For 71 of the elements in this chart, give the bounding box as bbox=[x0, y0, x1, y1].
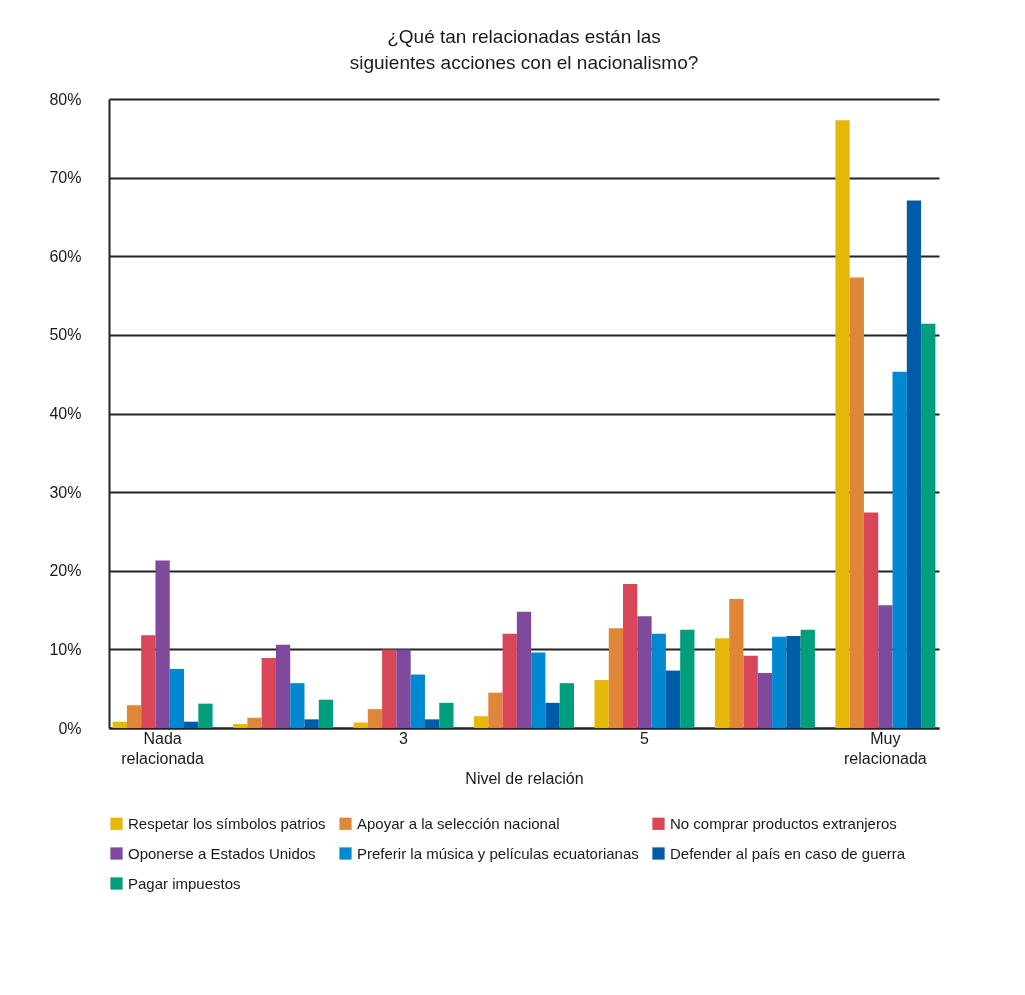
y-tick-label: 30% bbox=[49, 483, 82, 501]
bar bbox=[835, 120, 850, 728]
bar bbox=[757, 672, 773, 728]
legend-label: Defender al país en caso de guerra bbox=[670, 844, 906, 862]
bar bbox=[410, 674, 425, 728]
bar bbox=[516, 611, 532, 728]
bar bbox=[608, 628, 624, 728]
bar bbox=[729, 599, 744, 728]
x-tick-label: 5 bbox=[640, 729, 650, 747]
bar bbox=[878, 605, 893, 728]
bar bbox=[772, 636, 787, 728]
y-tick-label: 80% bbox=[49, 90, 82, 108]
bar bbox=[637, 616, 652, 728]
bar bbox=[743, 655, 758, 728]
bar bbox=[714, 638, 730, 728]
bar bbox=[304, 719, 319, 728]
bar bbox=[623, 584, 638, 728]
bar bbox=[396, 649, 411, 728]
bar bbox=[531, 652, 546, 728]
bar bbox=[126, 705, 142, 728]
y-tick-label: 60% bbox=[49, 247, 82, 265]
legend-label: Pagar impuestos bbox=[128, 874, 241, 892]
x-tick-label: Nada relacionada bbox=[121, 729, 205, 767]
y-tick-label: 10% bbox=[49, 640, 82, 658]
legend-label: Oponerse a Estados Unidos bbox=[128, 844, 316, 862]
bar bbox=[141, 635, 156, 728]
bar bbox=[290, 683, 305, 728]
bar bbox=[275, 644, 291, 728]
bar bbox=[665, 670, 681, 728]
bar bbox=[594, 680, 609, 728]
bar bbox=[261, 658, 276, 728]
bar bbox=[680, 629, 695, 728]
bar bbox=[863, 512, 879, 728]
bar bbox=[651, 633, 666, 728]
bar bbox=[112, 721, 127, 728]
bar bbox=[921, 323, 936, 728]
y-tick-label: 0% bbox=[58, 719, 82, 737]
y-tick-label: 70% bbox=[49, 169, 82, 187]
bar bbox=[474, 716, 489, 728]
bar bbox=[184, 721, 199, 728]
bar bbox=[488, 692, 503, 728]
bar bbox=[318, 699, 334, 728]
bar bbox=[233, 724, 248, 728]
legend-label: Apoyar a la selección nacional bbox=[357, 814, 560, 832]
x-tick-label: Muy relacionada bbox=[844, 729, 927, 767]
bar bbox=[424, 719, 440, 728]
legend-label: Preferir la música y películas ecuatorianas bbox=[357, 844, 639, 862]
bar bbox=[559, 683, 574, 728]
bar bbox=[382, 649, 397, 728]
bar bbox=[155, 560, 170, 728]
bar bbox=[169, 669, 185, 728]
legend-label: No comprar productos extranjeros bbox=[670, 814, 897, 832]
bar bbox=[906, 200, 922, 728]
bar bbox=[800, 629, 815, 728]
x-tick-label: 3 bbox=[399, 729, 409, 747]
bar bbox=[247, 717, 262, 728]
bar bbox=[367, 709, 383, 728]
y-tick-label: 50% bbox=[49, 326, 82, 344]
x-axis-title: Nivel de relación bbox=[465, 769, 584, 787]
legend-label: Respetar los símbolos patrios bbox=[128, 814, 326, 832]
bar bbox=[892, 371, 907, 728]
y-tick-label: 20% bbox=[49, 562, 82, 580]
bar bbox=[786, 636, 801, 728]
y-tick-label: 40% bbox=[49, 405, 82, 422]
bar bbox=[502, 633, 517, 728]
bar bbox=[198, 703, 213, 728]
bar bbox=[353, 722, 368, 728]
chart-title: ¿Qué tan relacionadas están las siguientes acciones con el nacionalismo? bbox=[349, 26, 699, 73]
bar bbox=[849, 277, 864, 728]
bar bbox=[439, 702, 454, 728]
bar bbox=[545, 702, 560, 728]
